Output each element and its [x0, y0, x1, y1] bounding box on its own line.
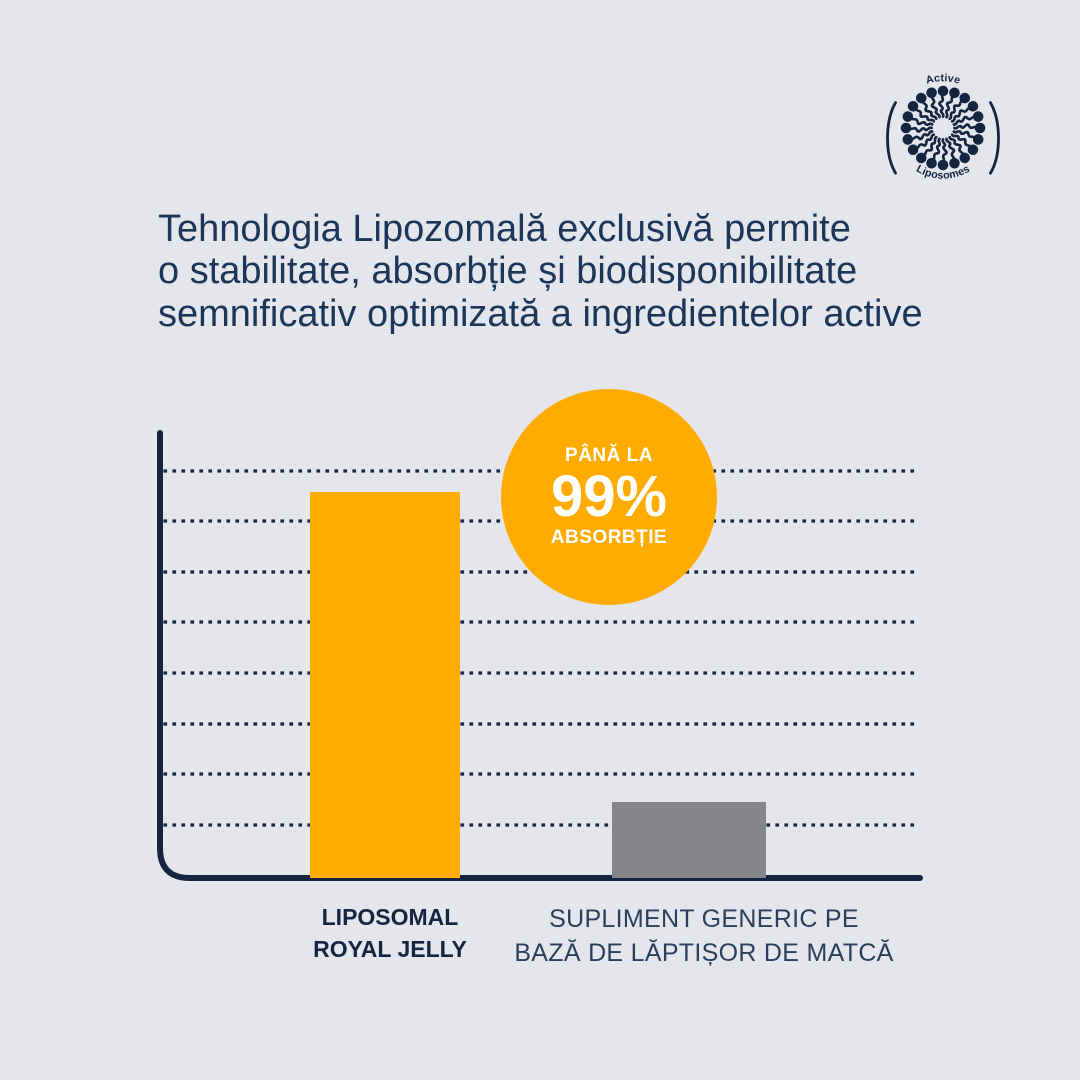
svg-text:Active: Active: [925, 72, 962, 86]
